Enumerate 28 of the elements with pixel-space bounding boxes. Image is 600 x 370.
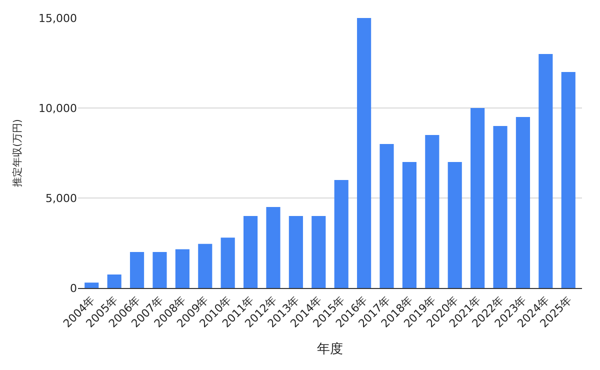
y-tick-label: 5,000 — [46, 192, 77, 205]
y-axis-title: 推定年収(万円) — [12, 119, 24, 187]
bar — [244, 216, 258, 288]
bar — [561, 72, 576, 288]
bar — [130, 252, 144, 288]
bar — [84, 282, 99, 288]
bar — [516, 117, 530, 288]
bar — [288, 216, 303, 288]
bar — [152, 252, 167, 288]
bar — [470, 108, 485, 288]
y-tick-label: 15,000 — [38, 12, 77, 25]
y-tick-label: 0 — [70, 282, 77, 295]
bar — [220, 238, 235, 288]
bar — [107, 274, 122, 288]
bar — [448, 162, 462, 288]
x-axis-title: 年度 — [317, 340, 343, 357]
bar — [266, 207, 280, 288]
bar — [380, 144, 394, 288]
bar — [357, 18, 372, 288]
bar — [334, 180, 348, 288]
bar — [402, 162, 416, 288]
bar — [198, 244, 212, 288]
bar — [175, 249, 190, 288]
bar — [312, 216, 326, 288]
bar — [538, 54, 553, 288]
bar — [425, 135, 440, 288]
y-tick-label: 10,000 — [38, 102, 77, 115]
bar — [493, 126, 508, 288]
